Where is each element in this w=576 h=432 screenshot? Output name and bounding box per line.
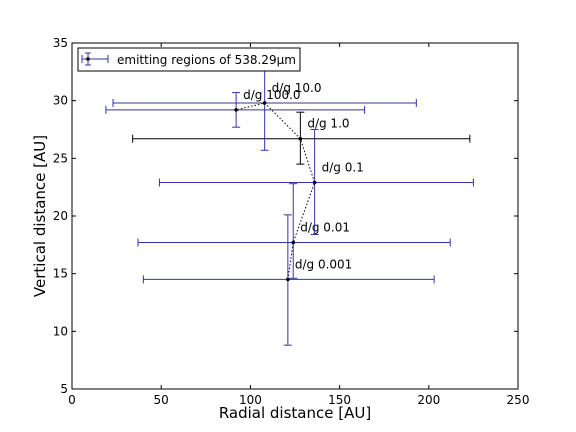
y-tick-label: 15 (53, 267, 68, 281)
point-label: d/g 0.001 (295, 257, 352, 271)
legend-label: emitting regions of 538.29μm (117, 53, 296, 67)
series-curve (235, 102, 316, 280)
data-point (291, 240, 296, 245)
y-tick-label: 30 (53, 94, 68, 108)
data-point (234, 108, 238, 112)
x-tick-label: 200 (417, 393, 440, 407)
data-point-group: d/g 10.0 (112, 67, 417, 151)
point-label: d/g 100.0 (243, 88, 300, 102)
y-tick-label: 5 (60, 382, 68, 396)
y-axis-label: Vertical distance [AU] (31, 135, 49, 297)
data-point (298, 136, 303, 141)
point-label: d/g 0.01 (300, 221, 350, 235)
axis-ticks: 0 50 100 150 200 250 5 10 15 20 25 30 35 (53, 36, 530, 407)
data-point-group: d/g 0.001 (142, 214, 435, 346)
x-tick-label: 50 (154, 393, 169, 407)
data-point-group: d/g 100.0 (105, 88, 366, 128)
x-tick-label: 150 (328, 393, 351, 407)
y-tick-label: 10 (53, 324, 68, 338)
legend-marker (81, 52, 109, 66)
x-tick-label: 100 (239, 393, 262, 407)
data-point-group: d/g 1.0 (132, 111, 471, 165)
point-label: d/g 10.0 (272, 81, 322, 95)
legend: emitting regions of 538.29μm (77, 47, 301, 72)
legend-box (77, 47, 301, 72)
data-point-group: d/g 0.01 (137, 183, 451, 279)
point-label: d/g 1.0 (307, 117, 349, 131)
y-tick-label: 35 (53, 36, 68, 50)
data-point (312, 180, 317, 185)
y-tick-label: 25 (53, 151, 68, 165)
x-tick-label: 0 (68, 393, 76, 407)
point-label: d/g 0.1 (322, 161, 364, 175)
y-tick-label: 20 (53, 209, 68, 223)
data-point-group: d/g 0.1 (158, 129, 474, 235)
data-point (286, 277, 290, 282)
legend-point (86, 57, 90, 61)
data-point (262, 101, 267, 105)
x-tick-label: 250 (507, 393, 530, 407)
x-axis-label: Radial distance [AU] (219, 404, 371, 422)
plot-area: d/g 0.001 d/g 0.01 d/g 0.1 d/g 1.0 d/g 10.0d… (105, 67, 474, 346)
